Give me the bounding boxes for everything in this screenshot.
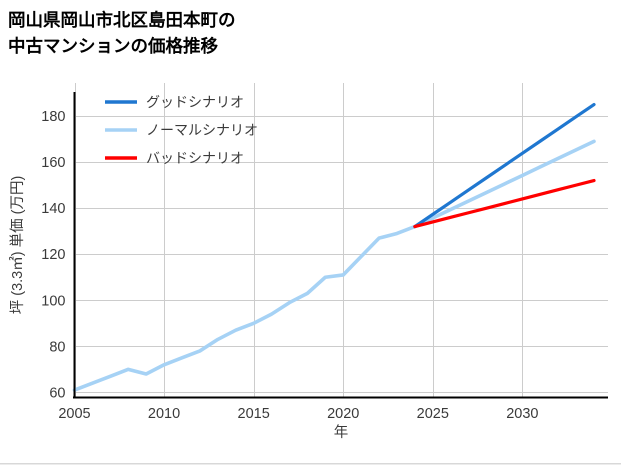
y-gridlines xyxy=(74,116,608,393)
x-axis-label: 年 xyxy=(334,424,349,441)
y-tick-label: 100 xyxy=(41,293,65,309)
chart-title-line-1: 岡山県岡山市北区島田本町の xyxy=(8,10,236,30)
legend-label: ノーマルシナリオ xyxy=(146,122,258,138)
y-tick-label: 180 xyxy=(41,109,65,125)
x-gridlines xyxy=(75,83,523,397)
x-tick-labels: 2005 2010 2015 2020 2025 2030 xyxy=(58,406,538,422)
y-tick-label: 140 xyxy=(41,201,65,217)
series-line-good xyxy=(413,102,596,229)
series-lines xyxy=(72,102,596,392)
legend-label: バッドシナリオ xyxy=(146,150,244,166)
y-axis-label: 坪 (3.3㎡) 単価 (万円) xyxy=(9,176,26,315)
legend-item[interactable]: ノーマルシナリオ xyxy=(105,122,258,138)
y-tick-label: 120 xyxy=(41,247,65,263)
x-tick-label: 2005 xyxy=(58,406,90,422)
y-tick-label: 60 xyxy=(49,385,65,401)
y-tick-label: 80 xyxy=(49,339,65,355)
legend-item[interactable]: グッドシナリオ xyxy=(105,94,244,110)
y-tick-labels: 60 80 100 120 140 160 180 xyxy=(41,109,65,401)
chart-title-line-2: 中古マンションの価格推移 xyxy=(8,36,218,56)
x-tick-label: 2015 xyxy=(238,406,270,422)
series-line-bad xyxy=(413,178,596,229)
y-tick-label: 160 xyxy=(41,155,65,171)
x-tick-label: 2025 xyxy=(417,406,449,422)
series-line-normal xyxy=(72,139,596,392)
x-tick-label: 2030 xyxy=(506,406,538,422)
legend-item[interactable]: バッドシナリオ xyxy=(105,150,244,166)
x-tick-label: 2010 xyxy=(148,406,180,422)
legend-label: グッドシナリオ xyxy=(146,94,244,110)
x-tick-label: 2020 xyxy=(327,406,359,422)
